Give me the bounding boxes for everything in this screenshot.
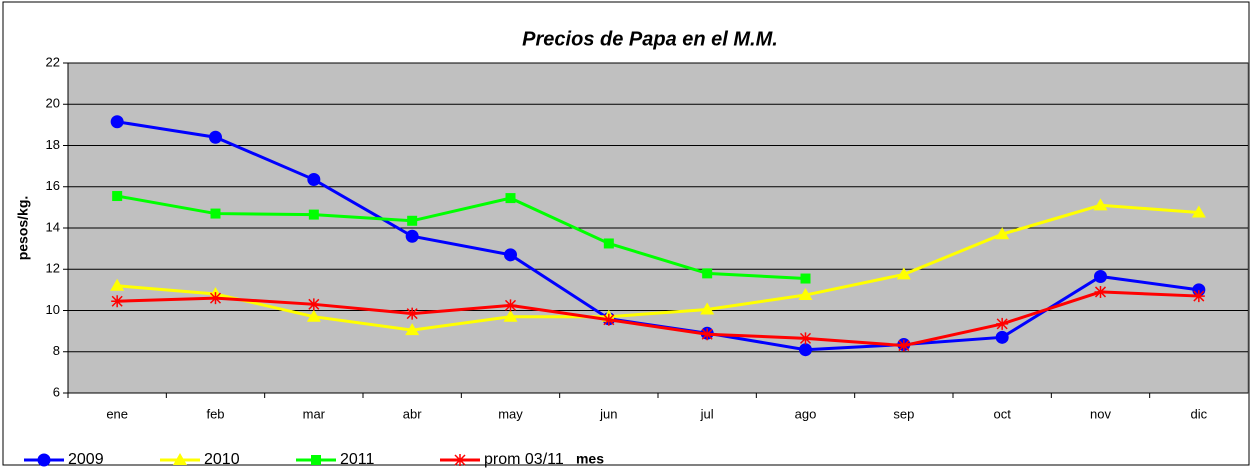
data-point: [405, 229, 419, 243]
legend-marker: [311, 455, 321, 465]
x-tick-label: may: [498, 406, 523, 421]
data-point: [111, 295, 124, 308]
data-point: [1093, 198, 1108, 211]
x-tick-label: mar: [303, 406, 326, 421]
x-tick-label: sep: [893, 406, 914, 421]
y-axis-title: pesos/kg.: [15, 196, 31, 261]
data-point: [406, 307, 419, 320]
data-point: [799, 332, 812, 345]
legend-label: 2010: [204, 451, 240, 468]
y-tick-label: 18: [46, 137, 60, 152]
data-point: [405, 323, 420, 336]
x-tick-label: dic: [1191, 406, 1208, 421]
y-tick-label: 8: [53, 343, 60, 358]
data-point: [504, 299, 517, 312]
legend-label: prom 03/11: [484, 451, 564, 468]
data-point: [503, 309, 518, 322]
data-point: [602, 313, 615, 326]
x-tick-label: feb: [206, 406, 224, 421]
y-tick-label: 20: [46, 96, 60, 111]
data-point: [209, 292, 222, 305]
data-point: [702, 268, 713, 279]
y-tick-label: 14: [46, 219, 60, 234]
data-point: [897, 339, 910, 352]
x-tick-label: abr: [403, 406, 422, 421]
series-line: [117, 203, 1199, 332]
y-tick-label: 16: [46, 178, 60, 193]
data-point: [1094, 269, 1107, 283]
data-point: [799, 343, 812, 357]
legend-marker: [454, 454, 466, 466]
y-tick-label: 22: [46, 54, 60, 69]
x-tick-label: jun: [599, 406, 617, 421]
legend-marker: [37, 453, 51, 467]
x-tick-label: ene: [106, 406, 128, 421]
data-point: [1094, 285, 1107, 298]
legend-label: 2009: [68, 451, 104, 468]
legend-label: 2011: [340, 451, 375, 468]
x-tick-label: jul: [700, 406, 714, 421]
data-point: [700, 302, 715, 315]
data-point: [996, 317, 1009, 330]
data-point: [209, 130, 222, 144]
data-point: [995, 330, 1009, 344]
data-point: [307, 173, 321, 187]
data-point: [110, 115, 124, 129]
data-point: [504, 248, 517, 262]
data-point: [306, 309, 321, 322]
series-line: [116, 194, 806, 281]
x-axis-title: mes: [576, 451, 604, 467]
x-tick-label: oct: [993, 406, 1011, 421]
data-point: [210, 208, 221, 219]
data-point: [1191, 205, 1206, 218]
data-point: [112, 191, 123, 202]
data-point: [505, 193, 516, 204]
chart-title: Precios de Papa en el M.M.: [522, 28, 778, 50]
data-point: [995, 227, 1010, 240]
x-tick-label: ago: [795, 406, 817, 421]
data-point: [110, 278, 125, 291]
data-point: [1192, 290, 1205, 303]
data-point: [798, 288, 813, 301]
data-point: [800, 273, 811, 284]
data-point: [896, 267, 911, 280]
x-tick-label: nov: [1090, 406, 1111, 421]
y-tick-label: 10: [46, 302, 60, 317]
y-tick-label: 6: [53, 384, 60, 399]
data-point: [407, 215, 418, 226]
data-point: [308, 209, 319, 220]
y-tick-label: 12: [46, 261, 60, 276]
legend-marker: [173, 453, 187, 465]
data-point: [307, 298, 320, 311]
data-point: [603, 238, 614, 249]
series-line: [117, 290, 1199, 348]
data-point: [701, 328, 714, 341]
